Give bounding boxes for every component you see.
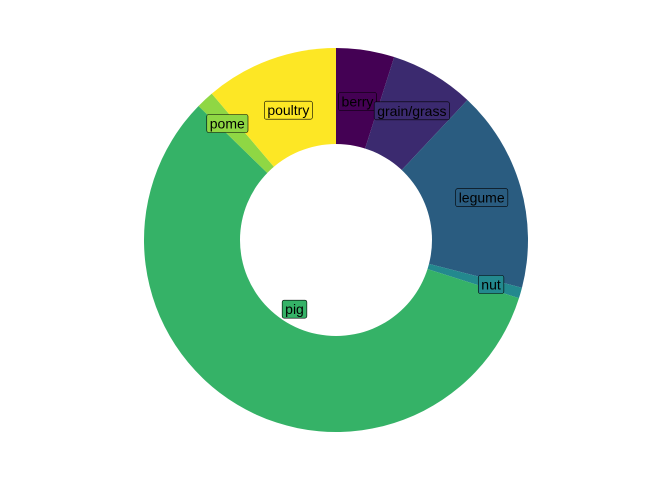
slice-label-legume: legume (455, 188, 509, 207)
slice-label-text: poultry (267, 102, 309, 118)
donut-hole (240, 144, 432, 336)
slice-label-box (206, 114, 249, 133)
slice-label-box (338, 92, 377, 111)
slice-label-box (373, 101, 450, 121)
slice-label-pig: pig (281, 299, 308, 319)
slice-label-poultry: poultry (264, 100, 313, 120)
slice-label-pome: pome (206, 114, 249, 133)
slice-label-nut: nut (477, 275, 505, 294)
slice-label-text: grain/grass (377, 103, 446, 119)
slice-label-text: legume (459, 190, 505, 206)
slice-label-text: berry (342, 93, 374, 109)
slice-label-grain-grass: grain/grass (373, 101, 450, 121)
slice-label-box (264, 100, 313, 120)
slice-label-berry: berry (338, 92, 377, 111)
slice-label-box (281, 299, 308, 319)
slice-label-box (455, 188, 509, 207)
slice-label-box (477, 275, 505, 294)
slice-label-text: nut (481, 277, 501, 293)
slice-label-text: pig (285, 301, 304, 317)
slice-label-text: pome (210, 115, 245, 131)
